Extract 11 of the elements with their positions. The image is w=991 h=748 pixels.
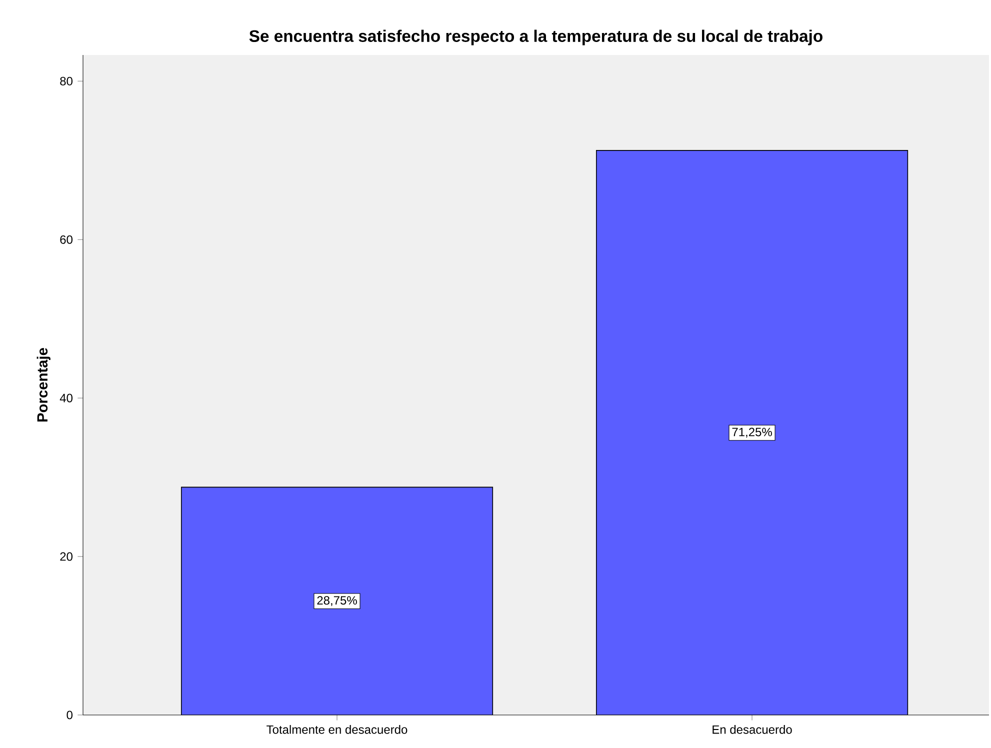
x-tick-label: En desacuerdo <box>712 725 792 734</box>
y-tick-label: 40 <box>60 394 72 402</box>
y-tick-label: 0 <box>66 710 72 720</box>
data-label: 28,75% <box>317 596 357 606</box>
chart-title: Se encuentra satisfecho respecto a la temperatura de su local de trabajo <box>249 30 822 46</box>
y-tick-label: 20 <box>60 552 72 561</box>
y-axis-title: Porcentaje <box>36 348 50 422</box>
x-tick-label: Totalmente en desacuerdo <box>266 725 408 734</box>
y-tick-label: 80 <box>60 76 72 86</box>
data-label: 71,25% <box>732 428 772 438</box>
y-tick-label: 60 <box>60 235 72 244</box>
